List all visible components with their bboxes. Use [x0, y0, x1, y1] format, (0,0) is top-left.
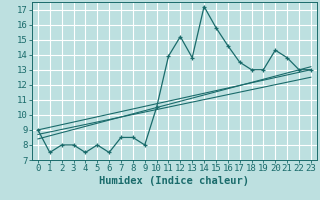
X-axis label: Humidex (Indice chaleur): Humidex (Indice chaleur)	[100, 176, 249, 186]
